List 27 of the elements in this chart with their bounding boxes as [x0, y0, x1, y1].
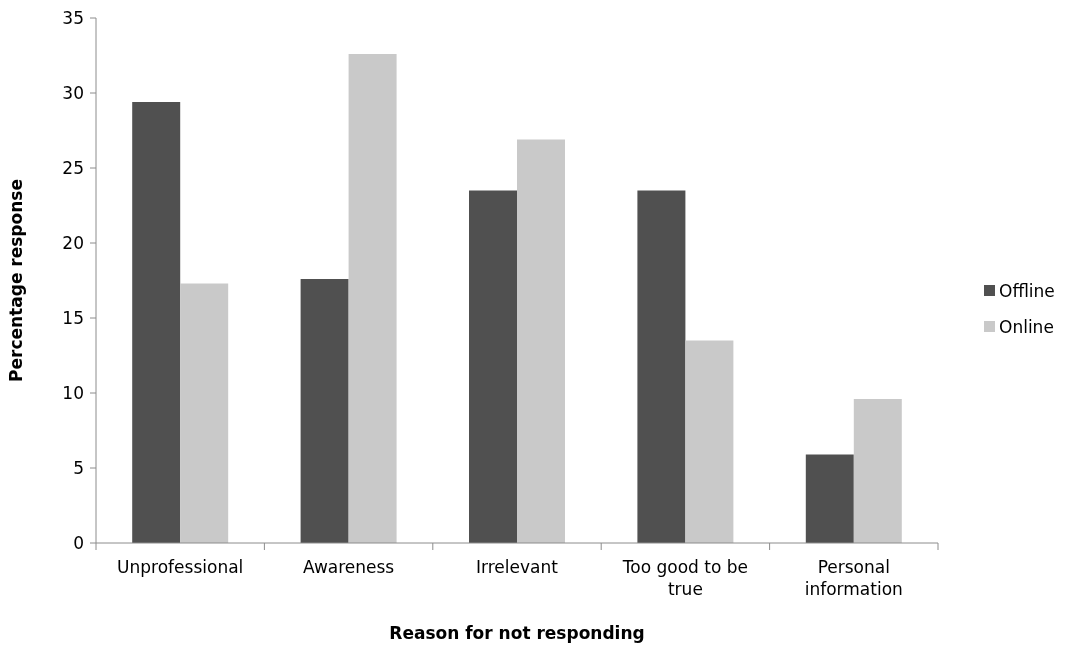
x-tick-label: Irrelevant — [476, 557, 559, 577]
x-tick-label: Too good to be true — [621, 557, 749, 599]
y-tick-label: 30 — [62, 82, 84, 103]
bar — [637, 190, 686, 543]
y-tick-label: 15 — [62, 307, 84, 328]
bar — [132, 102, 181, 543]
bar — [685, 340, 734, 543]
y-tick-label: 25 — [62, 157, 84, 178]
y-tick-label: 0 — [73, 532, 84, 553]
bar — [469, 190, 517, 543]
x-tick-label: Unprofessional — [117, 557, 244, 577]
bar — [300, 279, 349, 543]
x-axis-title: Reason for not responding — [389, 623, 645, 643]
legend-label: Offline — [999, 280, 1055, 301]
y-axis-title: Percentage response — [6, 179, 26, 382]
bar — [853, 399, 902, 543]
bar — [180, 283, 229, 543]
bar — [348, 54, 397, 543]
bar — [517, 139, 565, 543]
bar — [805, 454, 854, 543]
x-tick-label: Personal information — [804, 557, 903, 599]
y-tick-label: 20 — [62, 232, 84, 253]
y-tick-label: 10 — [62, 382, 84, 403]
x-tick-label: Awareness — [302, 557, 395, 577]
y-tick-label: 35 — [62, 7, 84, 28]
legend-label: Online — [999, 316, 1054, 337]
y-tick-label: 5 — [73, 457, 84, 478]
